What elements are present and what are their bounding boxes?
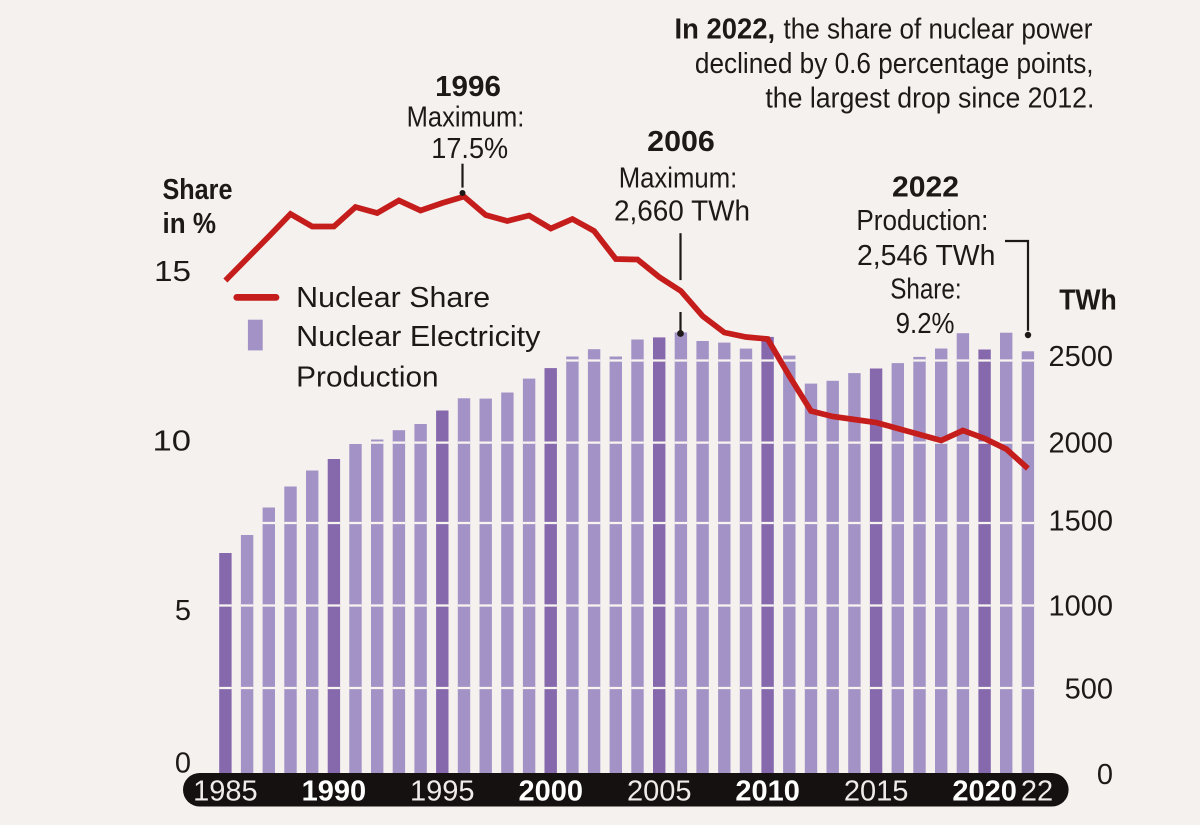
svg-text:1996: 1996 [435,71,501,103]
svg-text:0: 0 [1097,759,1113,791]
svg-text:1500: 1500 [1048,506,1113,538]
svg-text:TWh: TWh [1059,284,1117,316]
svg-text:Maximum:: Maximum: [619,163,738,195]
svg-text:0: 0 [175,748,191,780]
svg-text:2006: 2006 [647,126,715,158]
svg-text:1985: 1985 [193,776,258,808]
svg-text:Nuclear Share: Nuclear Share [296,282,490,314]
svg-text:17.5%: 17.5% [431,133,508,165]
svg-text:Share: Share [163,174,233,206]
svg-text:2,660 TWh: 2,660 TWh [614,196,750,228]
svg-text:2010: 2010 [735,776,800,808]
svg-text:the share of nuclear power: the share of nuclear power [784,14,1093,46]
svg-text:500: 500 [1065,674,1113,706]
svg-text:2022: 2022 [892,172,959,204]
svg-text:Production:: Production: [856,205,988,237]
svg-text:10: 10 [153,426,192,458]
svg-text:declined by 0.6 percentage poi: declined by 0.6 percentage points, [695,48,1094,80]
svg-text:Production: Production [296,362,438,394]
svg-text:5: 5 [175,595,191,627]
svg-text:Share:: Share: [890,274,961,306]
svg-text:1000: 1000 [1048,590,1113,622]
svg-text:1995: 1995 [410,776,475,808]
svg-text:2,546 TWh: 2,546 TWh [857,240,995,272]
svg-text:2500: 2500 [1048,341,1113,373]
svg-text:9.2%: 9.2% [896,308,955,340]
svg-text:2000: 2000 [1048,427,1113,459]
svg-text:15: 15 [154,256,191,288]
svg-text:In 2022,: In 2022, [675,14,776,46]
svg-text:Nuclear Electricity: Nuclear Electricity [296,321,541,353]
svg-text:Maximum:: Maximum: [407,101,525,133]
svg-text:2000: 2000 [519,776,584,808]
svg-text:1990: 1990 [302,776,367,808]
svg-text:2005: 2005 [627,776,692,808]
svg-text:the largest drop since 2012.: the largest drop since 2012. [765,83,1094,115]
svg-text:22: 22 [1021,776,1053,808]
svg-text:2020: 2020 [952,776,1017,808]
svg-text:in %: in % [163,208,217,240]
svg-text:2015: 2015 [844,776,909,808]
